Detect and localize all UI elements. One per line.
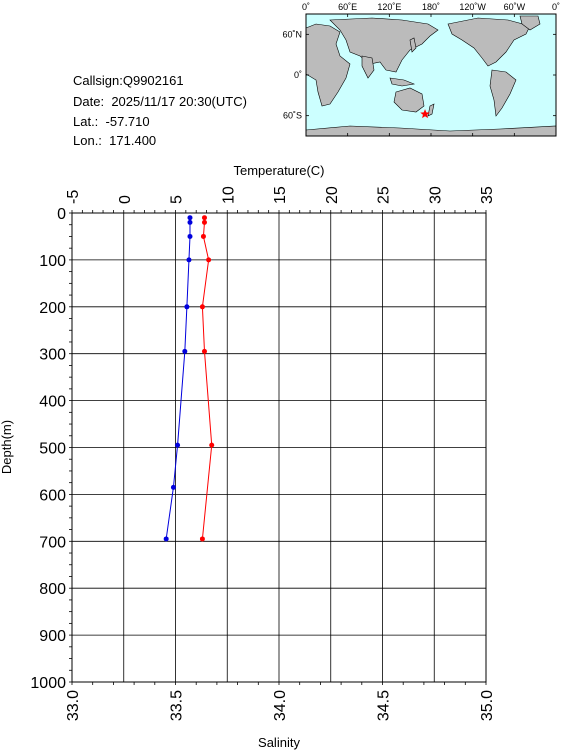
callsign-line: Callsign:Q9902161 [73, 73, 184, 88]
temperature-data-point [201, 348, 207, 354]
temperature-profile-line [201, 217, 213, 539]
temperature-data-point [200, 233, 206, 239]
station-marker [420, 109, 430, 119]
land-australia [393, 87, 425, 113]
temperature-tick-label: -5 [65, 190, 82, 204]
temperature-data-point [201, 215, 207, 221]
salinity-data-point [184, 304, 190, 310]
depth-tick-label: 1000 [30, 675, 66, 692]
lat-value: -57.710 [105, 114, 150, 129]
map-lon-label: 0˚ [552, 2, 560, 12]
lon-value: 171.400 [109, 133, 157, 148]
land-india [361, 55, 375, 79]
date-line: Date: 2025/11/17 20:30(UTC) [73, 94, 247, 109]
salinity-tick-label: 35.0 [479, 690, 496, 721]
salinity-tick-label: 33.0 [65, 690, 82, 721]
map-landmasses [305, 15, 557, 137]
map-lon-label: 0˚ [302, 2, 310, 12]
profile-plot: -5 0 5 10 15 20 25 30 35 33.0 33.5 34.0 34.5 35.0 0 1… [0, 163, 496, 750]
land-south-america [489, 69, 517, 117]
land-europe-africa [305, 23, 351, 107]
land-north-america [447, 17, 531, 67]
salinity-data-point [187, 219, 193, 225]
salinity-tick-label: 33.5 [169, 690, 186, 721]
temperature-data-point [201, 219, 207, 225]
salinity-profile-line [165, 217, 191, 540]
lat-label: Lat.: [73, 114, 99, 129]
profile-series [163, 215, 215, 542]
temperature-tick-label: 20 [324, 186, 341, 204]
salinity-tick-label: 34.5 [376, 690, 393, 721]
salinity-axis-title: Salinity [258, 735, 300, 750]
depth-tick-label: 0 [57, 206, 66, 223]
temperature-data-point [199, 536, 205, 542]
depth-tick-label: 300 [39, 347, 66, 364]
map-lon-label: 60˚E [338, 2, 357, 12]
temperature-tick-label: 5 [169, 195, 186, 204]
map-lon-label: 180˚ [422, 2, 440, 12]
plot-frame [71, 212, 487, 683]
map-lat-label: 0˚ [294, 70, 302, 80]
land-greenland [519, 15, 541, 31]
depth-tick-label: 400 [39, 394, 66, 411]
land-asia [329, 17, 439, 73]
temperature-tick-labels: -5 0 5 10 15 20 25 30 35 [65, 186, 496, 204]
map-lat-label: 60˚S [283, 111, 302, 121]
salinity-tick-label: 34.0 [272, 690, 289, 721]
date-label: Date: [73, 94, 105, 109]
star-icon [420, 109, 430, 119]
map-lon-label: 120˚W [459, 2, 486, 12]
temperature-tick-label: 15 [272, 186, 289, 204]
depth-tick-label: 500 [39, 441, 66, 458]
callsign-value: Q9902161 [122, 73, 184, 88]
land-indonesia [389, 77, 416, 87]
salinity-data-point [182, 348, 188, 354]
depth-tick-label: 900 [39, 628, 66, 645]
depth-tick-labels: 0 100 200 300 400 500 600 700 800 900 1000 [30, 206, 66, 692]
land-japan [409, 37, 417, 53]
salinity-data-point [163, 536, 169, 542]
salinity-data-point [186, 257, 192, 263]
grid-lines [71, 212, 487, 683]
salinity-data-point [170, 484, 176, 490]
salinity-data-point [187, 215, 193, 221]
callsign-label: Callsign: [73, 73, 123, 88]
lat-line: Lat.: -57.710 [73, 114, 150, 129]
temperature-tick-label: 30 [427, 186, 444, 204]
map-lon-label: 120˚E [377, 2, 401, 12]
map-tick-marks [305, 14, 557, 136]
temperature-data-point [199, 304, 205, 310]
temperature-data-point [209, 442, 215, 448]
depth-tick-label: 200 [39, 300, 66, 317]
map-tick-labels: 0˚ 60˚E 120˚E 180˚ 120˚W 60˚W 0˚ 60˚N 0˚ 60˚S [282, 2, 560, 121]
depth-tick-label: 600 [39, 487, 66, 504]
lon-label: Lon.: [73, 133, 102, 148]
lon-line: Lon.: 171.400 [73, 133, 156, 148]
salinity-data-point [175, 442, 181, 448]
map-lon-label: 60˚W [504, 2, 526, 12]
depth-tick-label: 100 [39, 253, 66, 270]
temperature-tick-label: 25 [376, 186, 393, 204]
depth-tick-label: 700 [39, 534, 66, 551]
date-value: 2025/11/17 20:30(UTC) [111, 94, 247, 109]
temperature-tick-label: 10 [220, 186, 237, 204]
depth-axis-title: Depth(m) [0, 420, 14, 474]
temperature-tick-label: 35 [479, 186, 496, 204]
salinity-data-point [187, 233, 193, 239]
map-lat-label: 60˚N [282, 29, 302, 39]
temperature-axis-title: Temperature(C) [233, 163, 324, 178]
temperature-tick-label: 0 [117, 195, 134, 204]
temperature-data-point [206, 257, 212, 263]
depth-tick-label: 800 [39, 581, 66, 598]
salinity-tick-labels: 33.0 33.5 34.0 34.5 35.0 [65, 690, 496, 721]
world-map: 0˚ 60˚E 120˚E 180˚ 120˚W 60˚W 0˚ 60˚N 0˚ 60˚S [282, 2, 560, 137]
